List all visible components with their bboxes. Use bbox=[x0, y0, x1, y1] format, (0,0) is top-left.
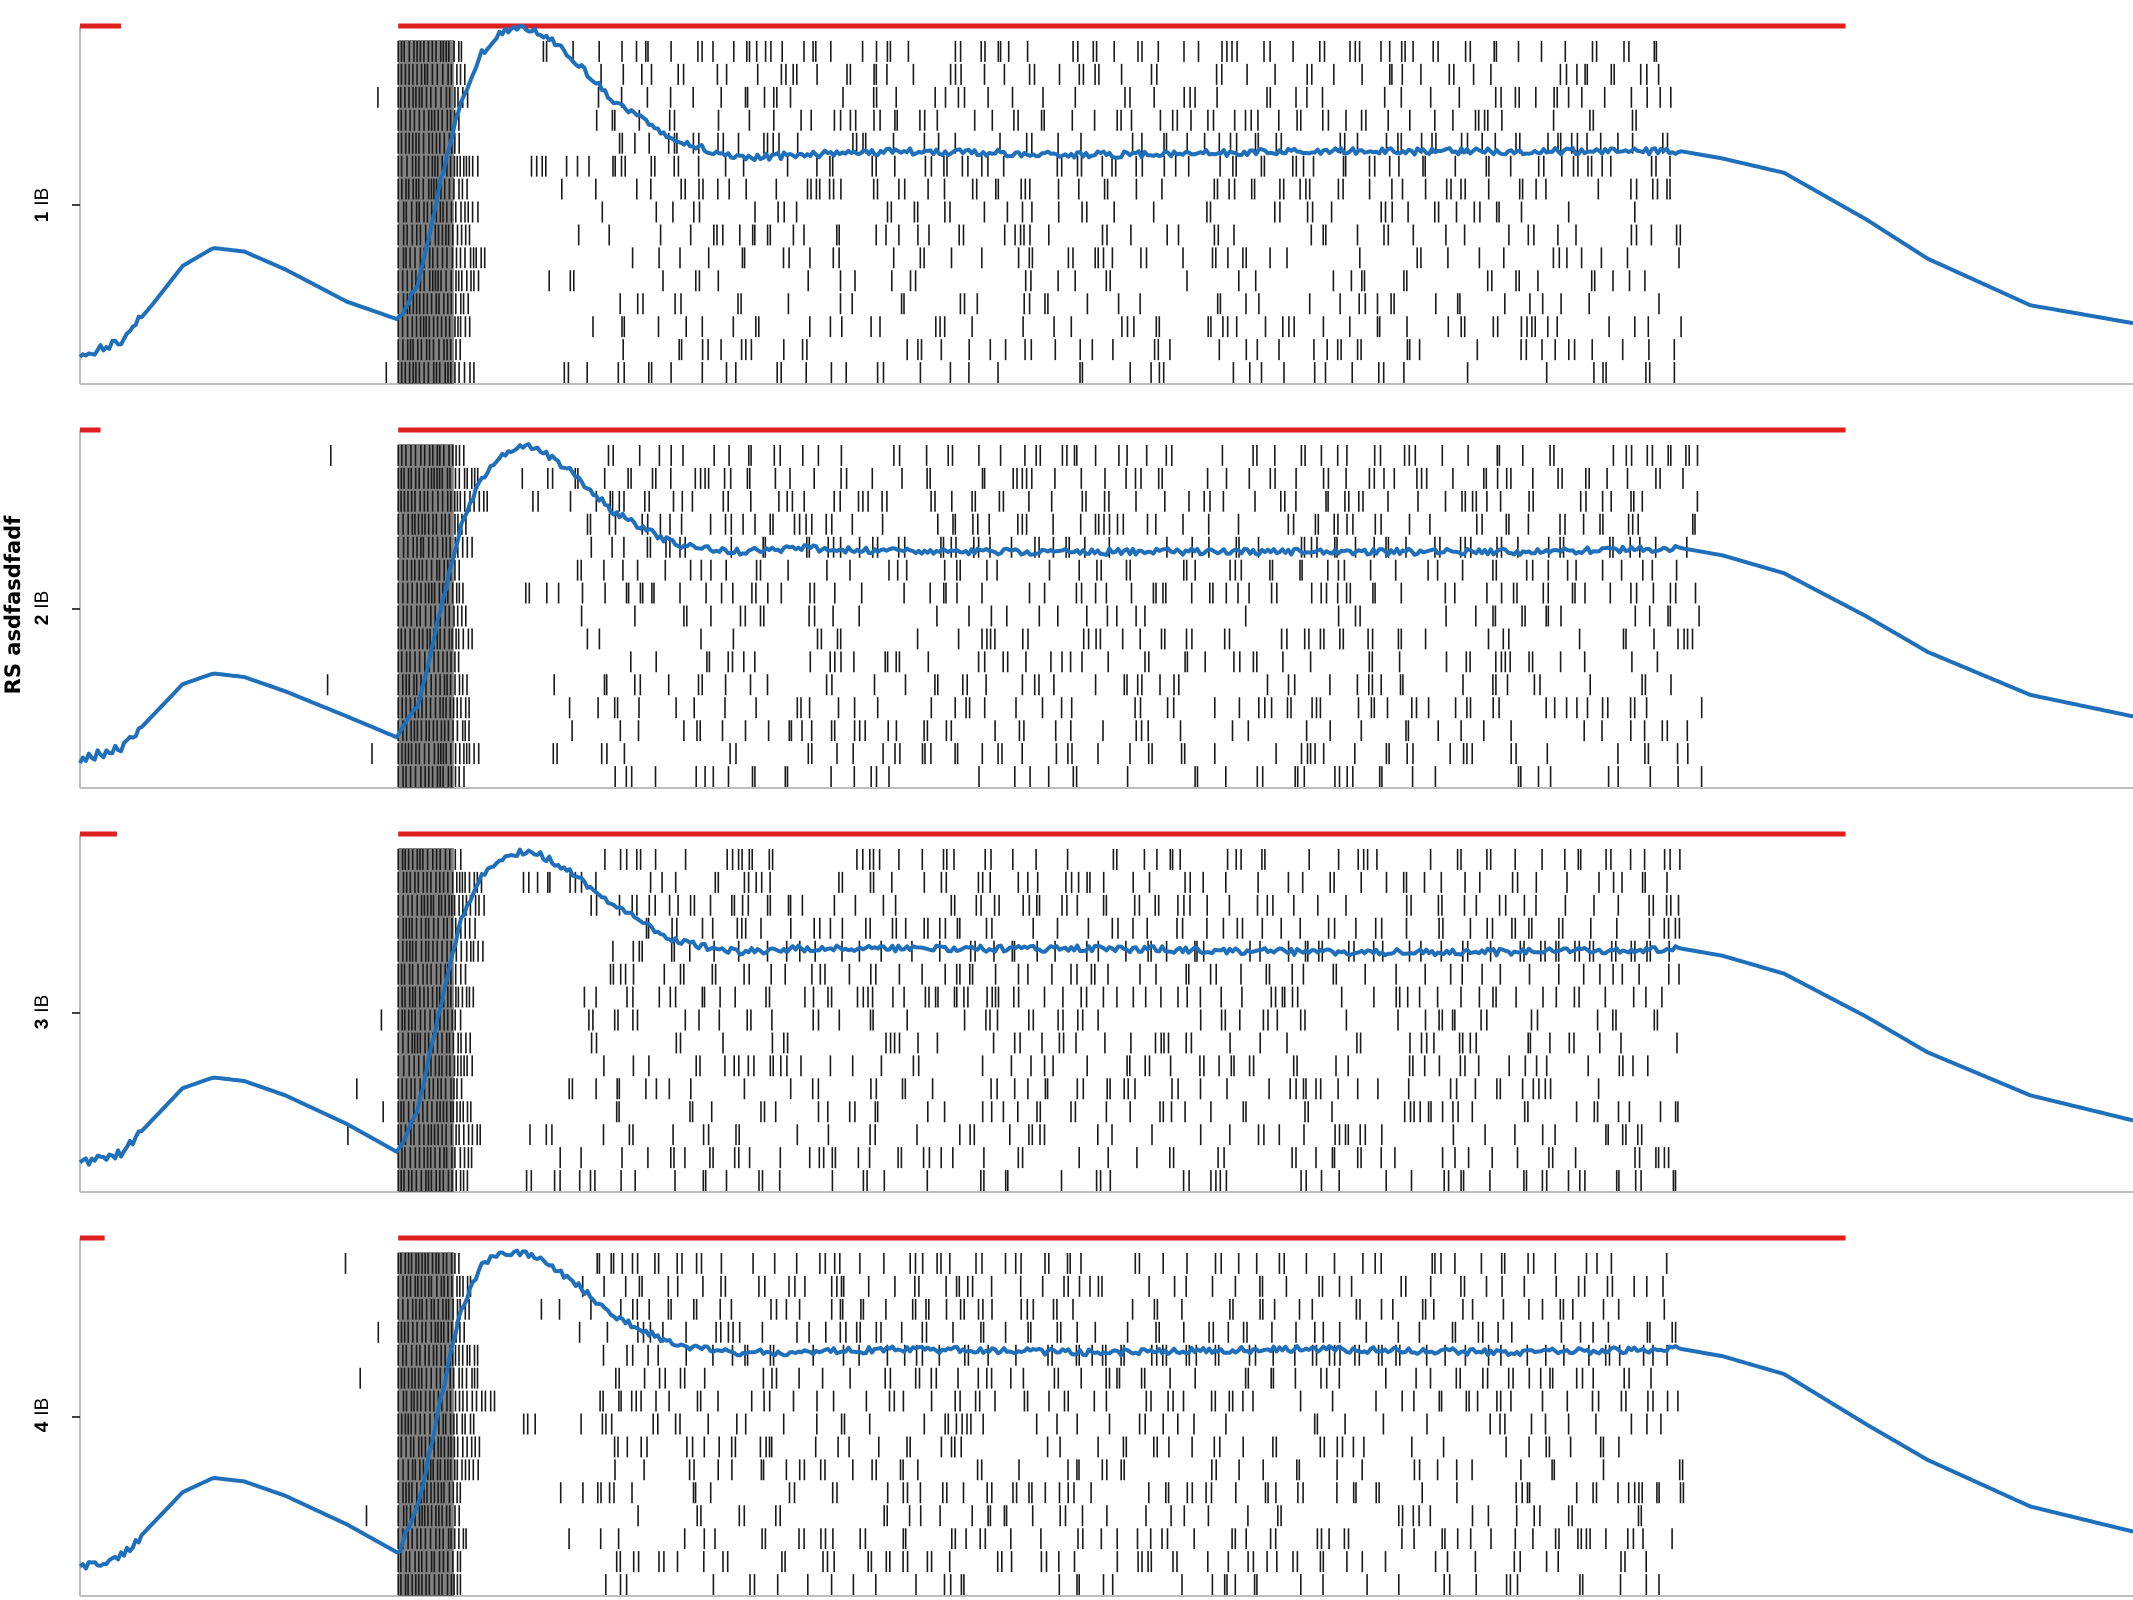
raster-row bbox=[326, 674, 1672, 696]
raster-row bbox=[397, 628, 1694, 650]
raster-row bbox=[359, 1367, 1652, 1389]
onset-burst bbox=[398, 444, 454, 788]
raster-row bbox=[385, 362, 1676, 383]
response-trace bbox=[78, 442, 2133, 765]
raster-row bbox=[380, 1009, 1659, 1031]
raster-row bbox=[397, 178, 1671, 200]
raster-row bbox=[397, 986, 1663, 1008]
raster-row bbox=[397, 963, 1680, 985]
raster-row bbox=[397, 1528, 1673, 1550]
raster-row bbox=[397, 559, 1678, 581]
raster-row bbox=[397, 224, 1682, 246]
raster-row bbox=[397, 605, 1700, 627]
raster-row bbox=[397, 720, 1689, 742]
raster-row bbox=[397, 1055, 1649, 1077]
onset-burst bbox=[398, 848, 454, 1192]
raster-row bbox=[397, 849, 1681, 870]
raster-row bbox=[397, 1551, 1647, 1573]
raster-row bbox=[397, 697, 1703, 719]
raster-row bbox=[377, 1321, 1677, 1343]
raster-row bbox=[397, 467, 1684, 489]
panel-3-label: 3IB bbox=[32, 995, 53, 1030]
raster-row bbox=[397, 1170, 1677, 1191]
raster-row bbox=[397, 1482, 1685, 1504]
raster-row bbox=[397, 651, 1659, 673]
raster-row bbox=[347, 1124, 1643, 1146]
raster-row bbox=[397, 270, 1646, 292]
raster-row bbox=[397, 247, 1680, 269]
raster-row bbox=[377, 86, 1672, 108]
raster-row bbox=[397, 1436, 1620, 1458]
raster-row bbox=[397, 1147, 1670, 1169]
spike-raster bbox=[344, 1252, 1685, 1596]
raster-row bbox=[382, 1101, 1679, 1123]
raster-row bbox=[397, 766, 1703, 787]
raster-row bbox=[397, 316, 1682, 338]
raster-row bbox=[397, 871, 1668, 893]
figure-ylabel: RS asdfasdfadf bbox=[1, 515, 25, 694]
raster-row bbox=[397, 1390, 1679, 1412]
spike-raster bbox=[347, 848, 1681, 1192]
onset-burst bbox=[398, 40, 454, 384]
raster-row bbox=[397, 109, 1637, 131]
raster-row bbox=[397, 513, 1696, 535]
panel-2: 2IB bbox=[32, 427, 2133, 789]
onset-burst bbox=[398, 1252, 454, 1596]
raster-row bbox=[397, 41, 1658, 62]
raster-row bbox=[397, 1459, 1684, 1481]
panel-1-label: 1IB bbox=[32, 188, 53, 223]
raster-row bbox=[397, 339, 1676, 361]
panel-2-label: 2IB bbox=[32, 591, 53, 626]
raster-row bbox=[371, 743, 1689, 765]
raster-row bbox=[397, 155, 1671, 177]
response-trace bbox=[78, 24, 2133, 359]
spike-raster bbox=[377, 40, 1682, 384]
panel-4-label: 4IB bbox=[32, 1398, 53, 1433]
raster-row bbox=[397, 894, 1680, 916]
raster-row bbox=[397, 1032, 1678, 1054]
panel-1: 1IB bbox=[32, 23, 2133, 385]
raster-row bbox=[397, 917, 1681, 939]
response-trace bbox=[78, 847, 2133, 1167]
spike-raster bbox=[326, 444, 1703, 788]
raster-row bbox=[397, 1413, 1662, 1435]
raster-row bbox=[397, 293, 1660, 315]
raster-row bbox=[397, 201, 1636, 223]
raster-row bbox=[365, 1505, 1643, 1527]
raster-row bbox=[397, 1298, 1666, 1320]
raster-row bbox=[397, 582, 1697, 604]
panel-4: 4IB bbox=[32, 1235, 2133, 1597]
panel-3: 3IB bbox=[32, 831, 2133, 1193]
response-trace bbox=[78, 1248, 2133, 1571]
raster-row bbox=[397, 1574, 1660, 1595]
raster-row bbox=[356, 1078, 1600, 1100]
